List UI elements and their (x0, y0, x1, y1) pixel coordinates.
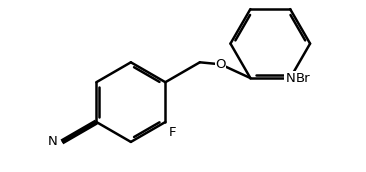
Text: N: N (285, 72, 295, 85)
Text: N: N (48, 135, 58, 148)
Text: Br: Br (296, 72, 310, 85)
Text: F: F (169, 126, 177, 139)
Text: O: O (215, 58, 226, 71)
